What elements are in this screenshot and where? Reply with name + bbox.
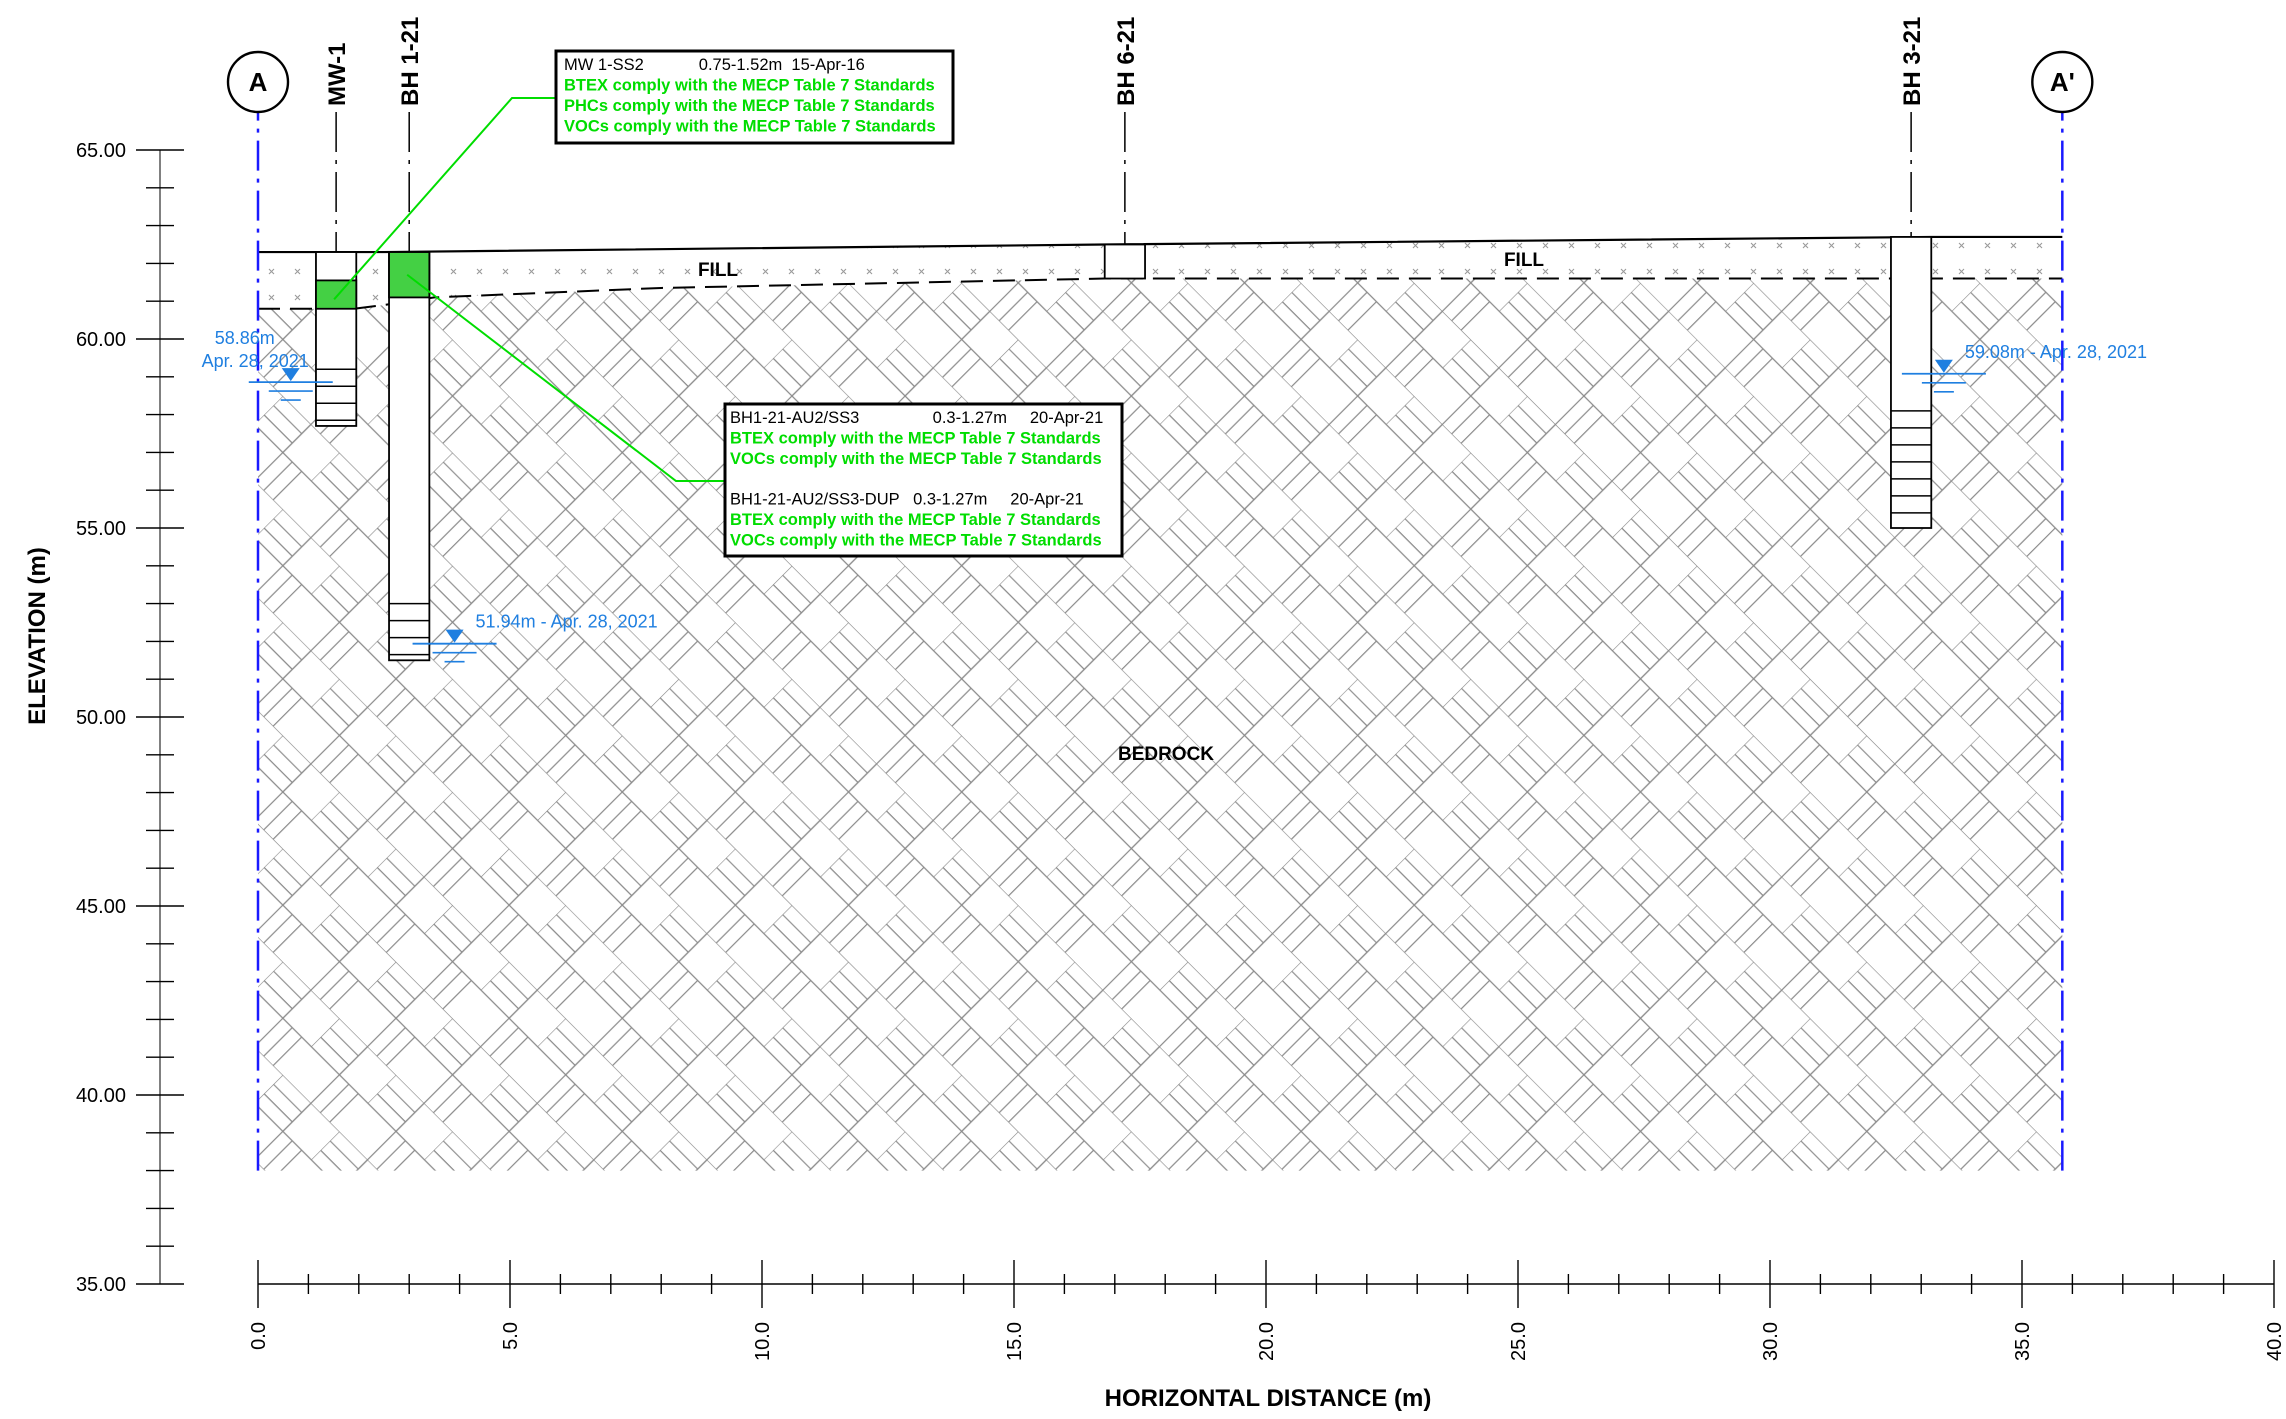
water-level-label: 59.08m - Apr. 28, 2021 [1965, 342, 2147, 362]
compliance-line: VOCs comply with the MECP Table 7 Standa… [564, 118, 936, 136]
x-tick-label: 5.0 [500, 1322, 522, 1350]
water-level: 58.86m Apr. 28, 2021 [202, 328, 333, 401]
sample-interval [315, 279, 358, 310]
fill-layer [258, 236, 2063, 309]
section-marker-label: A [249, 67, 268, 97]
borehole-casing [1103, 243, 1146, 280]
borehole-label: BH 1-21 [397, 17, 424, 106]
compliance-line: BTEX comply with the MECP Table 7 Standa… [564, 77, 935, 95]
section-marker-circle [2031, 50, 2094, 114]
axes: 35.00 40.00 45.00 50.00 55.00 60.00 65.00 0.0 5.… [76, 140, 2286, 1361]
compliance-line: PHCs comply with the MECP Table 7 Standa… [564, 97, 935, 115]
sample-id-line: BH1-21-AU2/SS3-DUP 0.3-1.27m 20-Apr-21 [730, 491, 1084, 509]
water-level-label: Apr. 28, 2021 [202, 351, 309, 371]
callout-box [723, 402, 1124, 558]
y-tick-label: 50.00 [76, 707, 126, 729]
compliance-line: VOCs comply with the MECP Table 7 Standa… [730, 450, 1102, 468]
sample-id-line: BH1-21-AU2/SS3 0.3-1.27m 20-Apr-21 [730, 409, 1103, 427]
compliance-line: BTEX comply with the MECP Table 7 Standa… [730, 430, 1101, 448]
soil-layers [258, 235, 2063, 1171]
sample-callout: BH1-21-AU2/SS3 0.3-1.27m 20-Apr-21 BTEX c… [406, 273, 1124, 558]
borehole-label: MW-1 [324, 42, 351, 106]
x-tick-label: 15.0 [1004, 1322, 1026, 1361]
x-tick-label: 0.0 [248, 1322, 270, 1350]
borehole-casing [388, 251, 431, 662]
x-tick-label: 10.0 [752, 1322, 774, 1361]
x-tick-label: 35.0 [2012, 1322, 2034, 1361]
water-level-icon [281, 368, 300, 382]
water-level-label: 58.86m [215, 328, 275, 348]
x-tick-label: 25.0 [1508, 1322, 1530, 1361]
sample-callouts: MW 1-SS2 0.75-1.52m 15-Apr-16 BTEX comply… [333, 49, 1124, 558]
borehole-label: BH 3-21 [1899, 17, 1926, 106]
borehole: BH 3-21 [1890, 17, 1933, 529]
y-tick-label: 45.00 [76, 896, 126, 918]
bedrock-layer [258, 278, 2063, 1171]
water-level-icon [1934, 359, 1953, 373]
y-tick-label: 60.00 [76, 329, 126, 351]
callout-leader [333, 97, 556, 300]
water-level: 59.08m - Apr. 28, 2021 [1901, 342, 2147, 393]
section-marker-label: A' [2050, 67, 2075, 97]
callout-leader [406, 273, 725, 482]
borehole-casing [315, 251, 358, 427]
y-axis-title: ELEVATION (m) [24, 547, 51, 725]
fill-bedrock-contact [258, 277, 2063, 310]
callout-box [554, 49, 955, 145]
borehole: BH 1-21 [388, 17, 431, 662]
x-tick-label: 40.0 [2264, 1322, 2286, 1361]
y-tick-label: 35.00 [76, 1274, 126, 1296]
borehole: MW-1 [315, 42, 358, 427]
borehole: BH 6-21 [1103, 17, 1146, 280]
y-tick-label: 40.00 [76, 1085, 126, 1107]
water-level-icon [445, 629, 464, 643]
water-level: 51.94m - Apr. 28, 2021 [412, 612, 658, 663]
section-lines: A A' [226, 50, 2094, 1171]
section-marker-circle [226, 50, 290, 114]
compliance-line: VOCs comply with the MECP Table 7 Standa… [730, 532, 1102, 550]
sample-callout: MW 1-SS2 0.75-1.52m 15-Apr-16 BTEX comply… [333, 49, 955, 300]
y-tick-label: 55.00 [76, 518, 126, 540]
sample-id-line: MW 1-SS2 0.75-1.52m 15-Apr-16 [564, 56, 865, 74]
compliance-line: BTEX comply with the MECP Table 7 Standa… [730, 511, 1101, 529]
x-tick-label: 30.0 [1760, 1322, 1782, 1361]
fill-label: FILL [698, 260, 738, 281]
sample-interval [388, 251, 431, 299]
fill-label-2: FILL [1504, 250, 1544, 271]
x-axis-title: HORIZONTAL DISTANCE (m) [1105, 1385, 1432, 1412]
y-tick-label: 65.00 [76, 140, 126, 162]
water-levels: 58.86m Apr. 28, 2021 51.94m - Apr. 28, 202… [202, 328, 2147, 663]
bedrock-label: BEDROCK [1118, 744, 1214, 765]
water-level-label: 51.94m - Apr. 28, 2021 [476, 612, 658, 632]
x-tick-label: 20.0 [1256, 1322, 1278, 1361]
borehole-label: BH 6-21 [1113, 17, 1140, 106]
